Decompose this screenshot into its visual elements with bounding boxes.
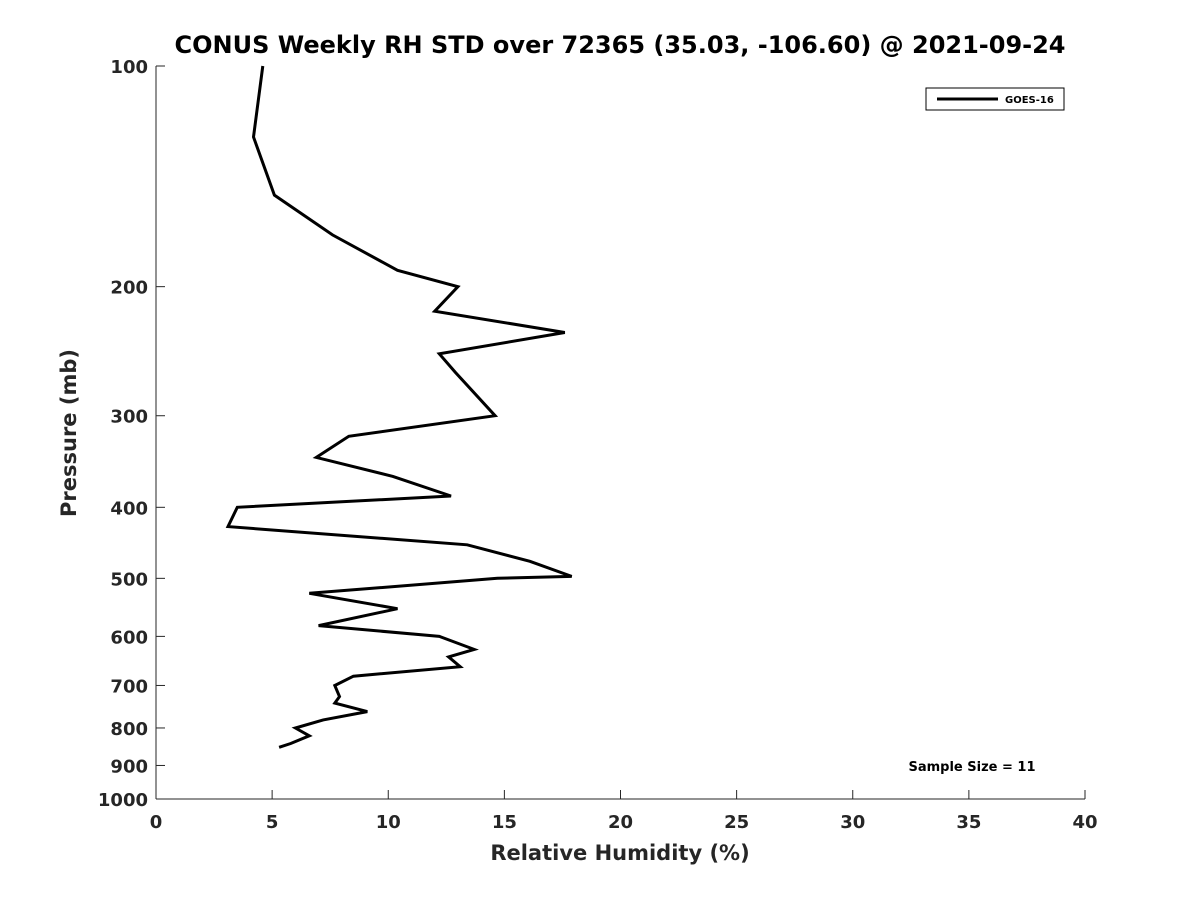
legend-label-goes-16: GOES-16	[1005, 95, 1054, 106]
series-group	[225, 65, 573, 749]
x-tick-label: 0	[150, 812, 163, 833]
axes-group: 0 5 10 15 20 25 30 35 40 100 200 300 400 500 600 700 800…	[98, 57, 1098, 833]
x-tick-label: 25	[724, 812, 749, 833]
x-tick-label: 20	[608, 812, 633, 833]
y-tick-label: 500	[110, 569, 148, 590]
y-tick-label: 100	[110, 57, 148, 78]
y-axis-label: Pressure (mb)	[57, 349, 81, 517]
sample-size-annotation: Sample Size = 11	[908, 760, 1035, 775]
x-tick-label: 15	[492, 812, 517, 833]
x-tick-label: 40	[1072, 812, 1097, 833]
x-tick-label: 35	[956, 812, 981, 833]
y-tick-label: 200	[110, 278, 148, 299]
legend: GOES-16	[925, 87, 1065, 111]
y-tick-label: 400	[110, 498, 148, 519]
x-tick-label: 5	[266, 812, 279, 833]
chart-title: CONUS Weekly RH STD over 72365 (35.03, -…	[174, 31, 1065, 59]
y-tick-label: 800	[110, 719, 148, 740]
y-tick-label: 700	[110, 676, 148, 697]
y-tick-label: 900	[110, 756, 148, 777]
series-line-goes-16	[225, 65, 573, 749]
y-tick-label: 1000	[98, 790, 148, 811]
x-axis-label: Relative Humidity (%)	[490, 841, 749, 865]
y-tick-label: 300	[110, 407, 148, 428]
x-tick-label: 10	[376, 812, 401, 833]
x-tick-label: 30	[840, 812, 865, 833]
y-tick-label: 600	[110, 627, 148, 648]
